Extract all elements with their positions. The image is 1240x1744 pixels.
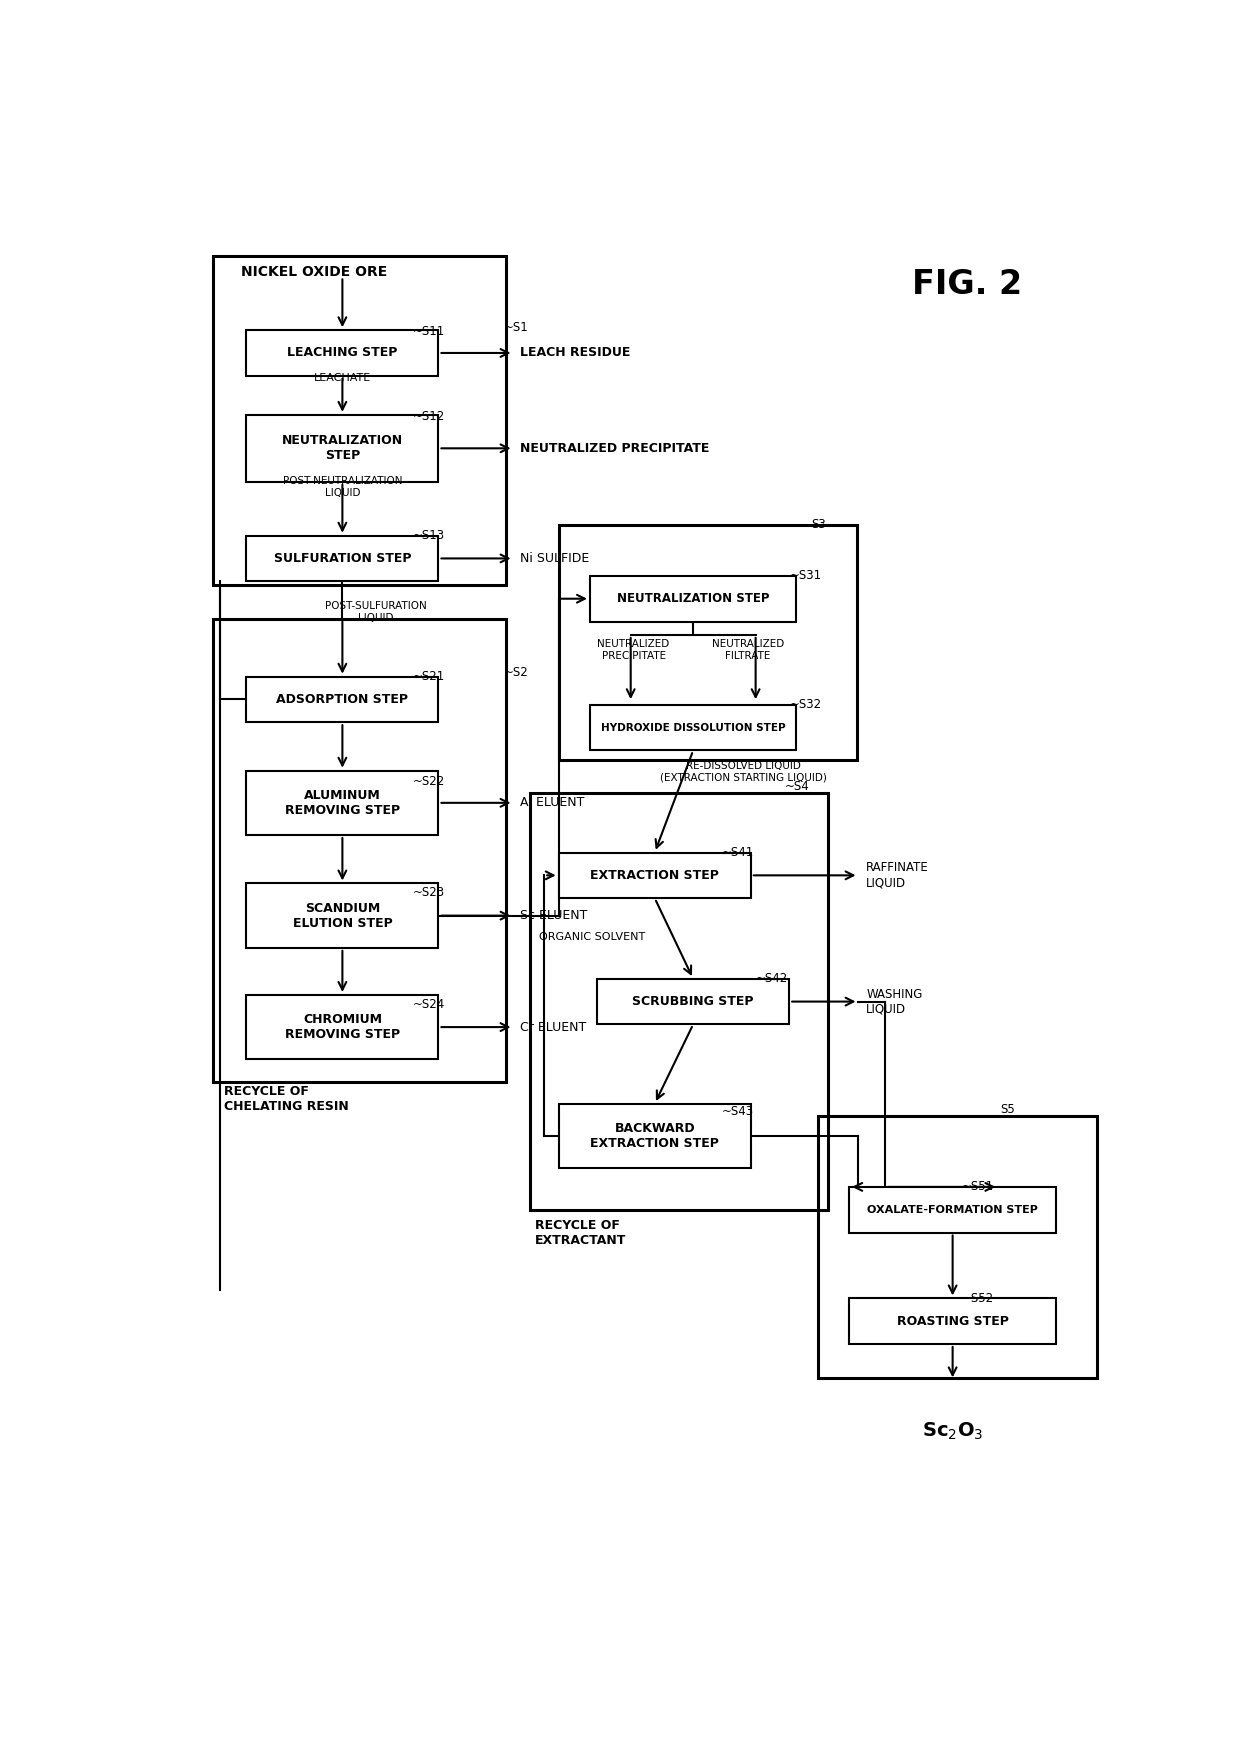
Text: RECYCLE OF
EXTRACTANT: RECYCLE OF EXTRACTANT (534, 1219, 626, 1247)
FancyBboxPatch shape (559, 1104, 751, 1168)
Text: ~S23: ~S23 (413, 886, 445, 900)
Text: SCANDIUM
ELUTION STEP: SCANDIUM ELUTION STEP (293, 902, 392, 930)
Text: SCRUBBING STEP: SCRUBBING STEP (632, 996, 754, 1008)
Text: ROASTING STEP: ROASTING STEP (897, 1315, 1008, 1327)
Text: NEUTRALIZATION STEP: NEUTRALIZATION STEP (618, 593, 769, 605)
Text: ~S21: ~S21 (413, 670, 445, 684)
Text: LEACH RESIDUE: LEACH RESIDUE (521, 347, 631, 359)
FancyBboxPatch shape (590, 576, 796, 621)
Text: ~S52: ~S52 (962, 1292, 994, 1305)
FancyBboxPatch shape (598, 978, 790, 1024)
Text: ~S1: ~S1 (503, 321, 528, 333)
Bar (818, 1116, 1096, 1378)
Text: OXALATE-FORMATION STEP: OXALATE-FORMATION STEP (867, 1205, 1038, 1216)
Text: Ni SULFIDE: Ni SULFIDE (521, 551, 589, 565)
Text: RE-DISSOLVED LIQUID
(EXTRACTION STARTING LIQUID): RE-DISSOLVED LIQUID (EXTRACTION STARTING… (660, 760, 826, 783)
Text: NICKEL OXIDE ORE: NICKEL OXIDE ORE (242, 265, 388, 279)
Text: Sc$_2$O$_3$: Sc$_2$O$_3$ (923, 1421, 983, 1442)
Text: LEACHING STEP: LEACHING STEP (288, 347, 398, 359)
Text: ~S43: ~S43 (722, 1106, 754, 1118)
Bar (213, 619, 506, 1081)
Text: Sc ELUENT: Sc ELUENT (521, 909, 588, 923)
Text: POST-NEUTRALIZATION
LIQUID: POST-NEUTRALIZATION LIQUID (283, 476, 402, 499)
FancyBboxPatch shape (247, 415, 439, 481)
FancyBboxPatch shape (849, 1298, 1056, 1345)
Text: Al ELUENT: Al ELUENT (521, 797, 584, 809)
FancyBboxPatch shape (247, 535, 439, 581)
Text: NEUTRALIZATION
STEP: NEUTRALIZATION STEP (281, 434, 403, 462)
FancyBboxPatch shape (247, 771, 439, 835)
Text: HYDROXIDE DISSOLUTION STEP: HYDROXIDE DISSOLUTION STEP (601, 722, 785, 732)
Text: ~S13: ~S13 (413, 528, 445, 542)
Bar (529, 794, 828, 1210)
Text: LEACHATE: LEACHATE (314, 373, 371, 384)
Text: ~S22: ~S22 (413, 774, 445, 788)
FancyBboxPatch shape (590, 705, 796, 750)
FancyBboxPatch shape (247, 330, 439, 375)
FancyBboxPatch shape (247, 677, 439, 722)
Text: POST-SULFURATION
LIQUID: POST-SULFURATION LIQUID (325, 602, 427, 623)
FancyBboxPatch shape (247, 884, 439, 949)
Text: WASHING
LIQUID: WASHING LIQUID (866, 987, 923, 1015)
Text: ~S24: ~S24 (413, 998, 445, 1012)
Text: ~S31: ~S31 (789, 569, 821, 582)
Text: ADSORPTION STEP: ADSORPTION STEP (277, 692, 408, 706)
Text: ~S41: ~S41 (722, 846, 754, 860)
FancyBboxPatch shape (559, 853, 751, 898)
Text: FIG. 2: FIG. 2 (911, 269, 1022, 302)
Text: RAFFINATE
LIQUID: RAFFINATE LIQUID (866, 862, 929, 889)
FancyBboxPatch shape (849, 1188, 1056, 1233)
FancyBboxPatch shape (247, 994, 439, 1059)
Text: ~S2: ~S2 (503, 666, 528, 678)
Text: NEUTRALIZED
FILTRATE: NEUTRALIZED FILTRATE (712, 638, 784, 661)
Text: S3: S3 (811, 518, 826, 532)
Text: ORGANIC SOLVENT: ORGANIC SOLVENT (539, 931, 645, 942)
Text: ~S32: ~S32 (789, 698, 821, 712)
Text: Cr ELUENT: Cr ELUENT (521, 1020, 587, 1034)
Text: ~S11: ~S11 (413, 324, 445, 338)
Text: EXTRACTION STEP: EXTRACTION STEP (590, 869, 719, 882)
Text: NEUTRALIZED PRECIPITATE: NEUTRALIZED PRECIPITATE (521, 441, 709, 455)
Text: SULFURATION STEP: SULFURATION STEP (274, 551, 412, 565)
Text: NEUTRALIZED
PRECIPITATE: NEUTRALIZED PRECIPITATE (598, 638, 670, 661)
Text: S5: S5 (1001, 1102, 1016, 1116)
Text: ~S51: ~S51 (962, 1181, 994, 1193)
Text: ~S42: ~S42 (755, 971, 787, 985)
Text: RECYCLE OF
CHELATING RESIN: RECYCLE OF CHELATING RESIN (224, 1085, 348, 1113)
Bar (558, 525, 857, 760)
Text: CHROMIUM
REMOVING STEP: CHROMIUM REMOVING STEP (285, 1013, 401, 1041)
Bar (213, 256, 506, 586)
Text: ~S12: ~S12 (413, 410, 445, 422)
Text: ~S4: ~S4 (785, 780, 810, 794)
Text: BACKWARD
EXTRACTION STEP: BACKWARD EXTRACTION STEP (590, 1121, 719, 1149)
Text: ALUMINUM
REMOVING STEP: ALUMINUM REMOVING STEP (285, 788, 401, 816)
